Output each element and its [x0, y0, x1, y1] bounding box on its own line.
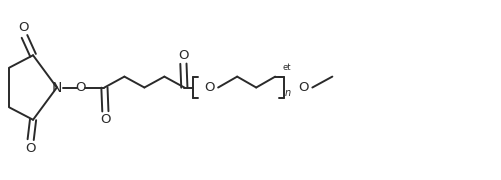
Text: O: O: [100, 113, 111, 126]
Text: O: O: [75, 81, 86, 94]
Text: N: N: [52, 80, 62, 95]
Text: O: O: [18, 21, 29, 35]
Text: O: O: [204, 81, 215, 94]
Text: n: n: [285, 89, 291, 98]
Text: O: O: [178, 49, 189, 62]
Text: et: et: [283, 63, 292, 72]
Text: O: O: [26, 141, 36, 155]
Text: O: O: [299, 81, 309, 94]
